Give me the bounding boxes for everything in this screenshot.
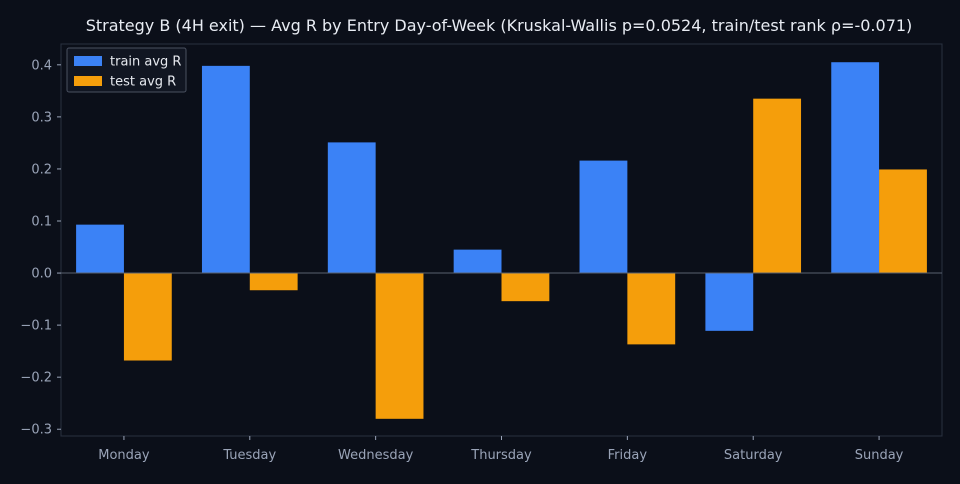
y-tick-label: 0.1 [31, 214, 52, 229]
x-tick-label-tuesday: Tuesday [222, 448, 276, 463]
bar-train-avg-R-sunday [831, 62, 880, 274]
bar-train-avg-R-tuesday [201, 65, 250, 274]
x-tick-label-saturday: Saturday [724, 448, 783, 463]
legend-swatch-test-avg-R [74, 76, 102, 86]
bars-layer [76, 62, 927, 419]
axes-layer: Monday Tuesday Wednesday Thursday Friday Satu… [20, 43, 943, 463]
bar-test-avg-R-thursday [501, 273, 550, 302]
y-tick-label: −0.2 [20, 371, 52, 386]
x-tick-label-thursday: Thursday [470, 448, 532, 463]
bar-test-avg-R-friday [627, 273, 676, 345]
plot-frame [60, 43, 943, 437]
y-tick-label: −0.3 [20, 423, 52, 438]
chart-title: Strategy B (4H exit) — Avg R by Entry Da… [86, 16, 913, 35]
bar-train-avg-R-monday [76, 224, 124, 274]
bar-train-avg-R-saturday [705, 273, 754, 331]
y-tick-label: −0.1 [20, 319, 52, 334]
bar-test-avg-R-sunday [879, 169, 927, 274]
bar-train-avg-R-wednesday [327, 142, 376, 274]
bar-test-avg-R-tuesday [249, 273, 298, 291]
x-tick-label-sunday: Sunday [855, 448, 904, 463]
legend-swatch-train-avg-R [74, 56, 102, 66]
y-tick-label: 0.4 [31, 58, 52, 73]
legend-label-train-avg-R: train avg R [110, 55, 181, 70]
bar-test-avg-R-saturday [753, 98, 802, 274]
x-tick-label-monday: Monday [98, 448, 150, 463]
y-tick-label: 0.2 [31, 162, 52, 177]
bar-test-avg-R-monday [123, 273, 172, 361]
y-tick-label: 0.0 [31, 267, 52, 282]
y-tick-label: 0.3 [31, 110, 52, 125]
bar-train-avg-R-friday [579, 160, 628, 274]
bar-train-avg-R-thursday [453, 249, 502, 274]
bar-test-avg-R-wednesday [375, 273, 424, 419]
legend-label-test-avg-R: test avg R [110, 75, 176, 90]
legend: train avg R test avg R [66, 47, 187, 93]
x-tick-label-wednesday: Wednesday [338, 448, 414, 463]
x-tick-label-friday: Friday [608, 448, 648, 463]
